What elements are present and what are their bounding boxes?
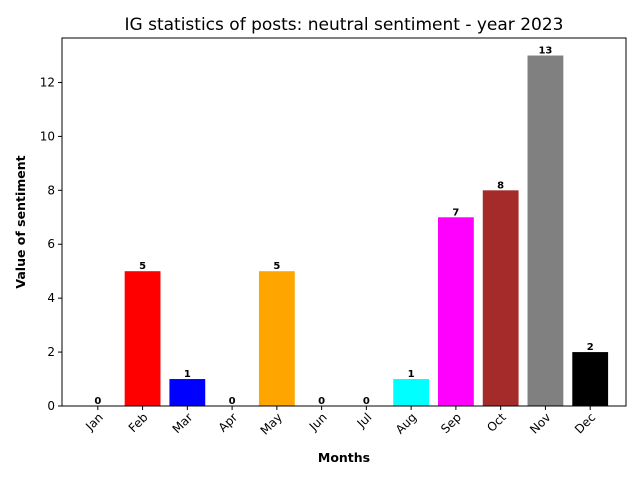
x-tick-label-feb: Feb bbox=[126, 410, 151, 435]
bar-feb bbox=[124, 271, 161, 406]
x-tick-label-mar: Mar bbox=[170, 410, 196, 436]
x-tick-label-apr: Apr bbox=[216, 410, 241, 435]
bar-may bbox=[258, 271, 295, 406]
x-axis-ticks: Jan Feb Mar Apr May Jun Jul Aug Sep Oct Nov Dec bbox=[82, 406, 598, 438]
y-tick-label-4: 4 bbox=[47, 291, 55, 305]
value-label-apr: 0 bbox=[229, 396, 236, 407]
x-tick-label-nov: Nov bbox=[527, 410, 553, 436]
y-tick-label-0: 0 bbox=[47, 399, 55, 413]
x-tick-label-oct: Oct bbox=[484, 410, 509, 435]
value-label-jun: 0 bbox=[318, 396, 325, 407]
value-label-may: 5 bbox=[273, 261, 280, 272]
x-tick-label-jul: Jul bbox=[354, 410, 375, 431]
y-tick-label-8: 8 bbox=[47, 183, 55, 197]
x-tick-label-dec: Dec bbox=[572, 410, 598, 436]
bar-oct bbox=[482, 190, 519, 406]
bars-group bbox=[124, 55, 609, 407]
bar-mar bbox=[169, 379, 206, 406]
y-tick-label-2: 2 bbox=[47, 345, 55, 359]
y-axis-label: Value of sentiment bbox=[13, 155, 28, 288]
x-tick-label-may: May bbox=[258, 410, 285, 437]
value-label-jul: 0 bbox=[363, 396, 370, 407]
value-label-aug: 1 bbox=[408, 369, 415, 380]
bar-dec bbox=[572, 352, 609, 406]
bar-nov bbox=[527, 55, 564, 407]
y-tick-label-6: 6 bbox=[47, 237, 55, 251]
value-label-mar: 1 bbox=[184, 369, 191, 380]
y-tick-label-10: 10 bbox=[40, 129, 55, 143]
chart-title: IG statistics of posts: neutral sentimen… bbox=[125, 15, 564, 35]
x-tick-label-jan: Jan bbox=[82, 410, 106, 434]
y-axis-ticks: 0 2 4 6 8 10 12 bbox=[40, 75, 62, 413]
value-label-sep: 7 bbox=[452, 207, 459, 218]
plot-area-frame bbox=[61, 37, 627, 407]
bar-aug bbox=[393, 379, 430, 406]
bar-sep bbox=[438, 217, 474, 406]
x-tick-label-sep: Sep bbox=[438, 410, 464, 436]
value-label-oct: 8 bbox=[497, 180, 504, 191]
x-tick-label-aug: Aug bbox=[393, 410, 419, 436]
y-tick-label-12: 12 bbox=[40, 75, 55, 89]
value-label-dec: 2 bbox=[587, 342, 594, 353]
value-label-jan: 0 bbox=[94, 396, 101, 407]
value-label-feb: 5 bbox=[139, 261, 146, 272]
x-axis-label: Months bbox=[318, 450, 370, 465]
x-tick-label-jun: Jun bbox=[306, 410, 330, 434]
value-label-nov: 13 bbox=[538, 46, 552, 57]
